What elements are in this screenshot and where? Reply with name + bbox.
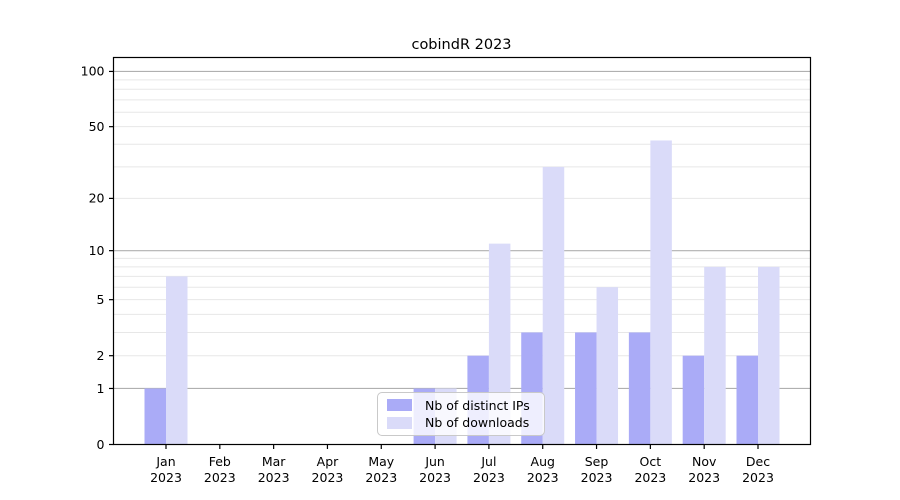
bar-aug-downloads xyxy=(542,166,565,445)
x-tick-label-year-oct: 2023 xyxy=(634,470,666,485)
y-tick-label-2: 2 xyxy=(97,348,105,363)
x-tick-label-month-jan: Jan xyxy=(155,454,175,469)
bar-sep-downloads xyxy=(596,287,619,445)
chart-title: cobindR 2023 xyxy=(411,37,512,53)
y-tick-label-1: 1 xyxy=(97,381,105,396)
x-tick-label-month-dec: Dec xyxy=(746,454,770,469)
bar-nov-downloads xyxy=(704,266,726,445)
x-tick-label-year-dec: 2023 xyxy=(742,470,774,485)
legend-label-downloads: Nb of downloads xyxy=(425,415,530,431)
x-tick-label-month-mar: Mar xyxy=(262,454,286,469)
x-tick-label-month-aug: Aug xyxy=(531,454,555,469)
x-tick-label-year-jun: 2023 xyxy=(419,470,451,485)
x-tick-label-month-jul: Jul xyxy=(480,454,496,469)
bar-oct-downloads xyxy=(650,140,672,445)
x-tick-label-year-apr: 2023 xyxy=(312,470,344,485)
x-tick-label-month-feb: Feb xyxy=(209,454,231,469)
bar-sep-distinct-ips xyxy=(575,332,597,445)
bar-oct-distinct-ips xyxy=(628,332,651,445)
legend-item-distinct-ips: Nb of distinct IPs xyxy=(387,398,535,413)
bar-dec-downloads xyxy=(758,266,780,445)
x-tick-label-month-oct: Oct xyxy=(640,454,662,469)
x-tick-label-year-sep: 2023 xyxy=(581,470,613,485)
x-tick-label-year-mar: 2023 xyxy=(258,470,290,485)
y-tick-label-5: 5 xyxy=(97,292,105,307)
x-tick-label-year-jul: 2023 xyxy=(473,470,505,485)
x-tick-label-month-sep: Sep xyxy=(585,454,609,469)
legend-item-downloads: Nb of downloads xyxy=(387,415,535,430)
bar-nov-distinct-ips xyxy=(682,355,705,445)
y-tick-label-50: 50 xyxy=(89,119,105,134)
legend-swatch-distinct-ips xyxy=(387,399,412,412)
x-tick-label-month-may: May xyxy=(368,454,394,469)
y-tick-label-10: 10 xyxy=(89,243,105,258)
x-tick-label-month-jun: Jun xyxy=(424,454,445,469)
y-tick-label-20: 20 xyxy=(89,191,105,206)
y-tick-label-100: 100 xyxy=(81,64,105,79)
x-tick-label-year-aug: 2023 xyxy=(527,470,559,485)
x-tick-label-year-may: 2023 xyxy=(365,470,397,485)
bar-jan-distinct-ips xyxy=(144,388,166,445)
bar-dec-distinct-ips xyxy=(736,355,758,445)
legend-label-distinct-ips: Nb of distinct IPs xyxy=(425,397,530,413)
x-tick-label-year-jan: 2023 xyxy=(150,470,182,485)
x-tick-label-month-apr: Apr xyxy=(317,454,339,469)
x-tick-label-year-nov: 2023 xyxy=(688,470,720,485)
legend-swatch-downloads xyxy=(387,416,412,429)
y-tick-label-0: 0 xyxy=(97,437,105,452)
x-tick-label-month-nov: Nov xyxy=(692,454,717,469)
legend: Nb of distinct IPs Nb of downloads xyxy=(377,392,545,436)
x-tick-label-year-feb: 2023 xyxy=(204,470,236,485)
bar-jan-downloads xyxy=(166,276,188,445)
